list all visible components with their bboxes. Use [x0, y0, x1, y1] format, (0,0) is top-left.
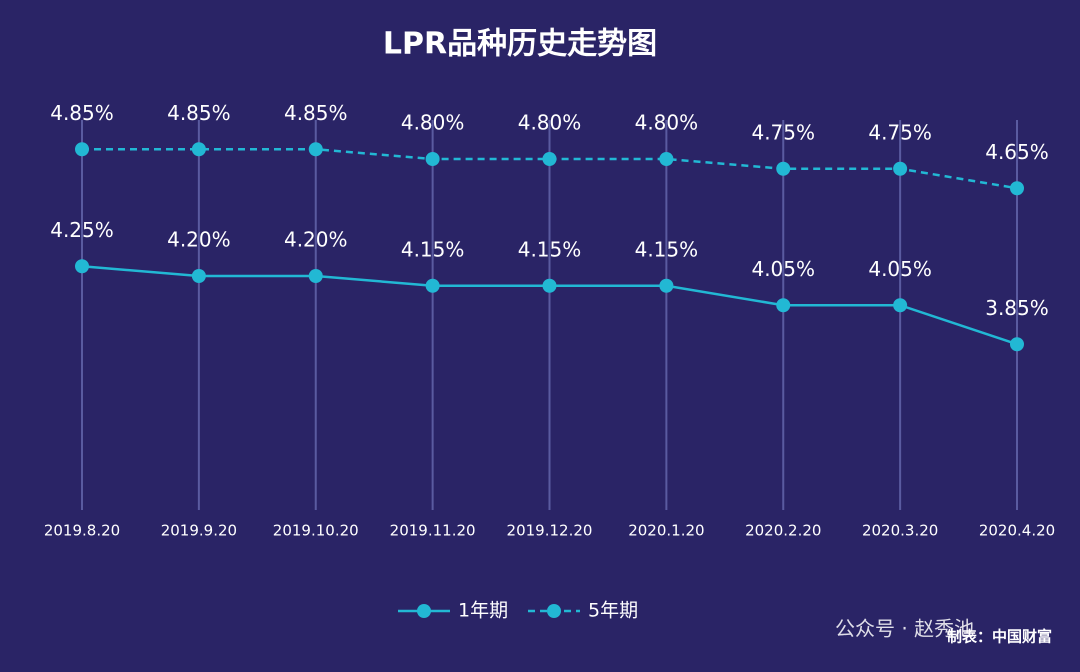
x-tick-label: 2020.2.20: [745, 522, 821, 540]
point: [1010, 337, 1024, 352]
point: [659, 152, 674, 166]
chart-title: LPR品种历史走势图: [383, 27, 657, 62]
value-label: 4.05%: [868, 257, 932, 281]
point: [542, 278, 557, 293]
legend-marker: [547, 604, 561, 618]
legend-label: 1年期: [458, 600, 508, 622]
point: [776, 298, 791, 313]
value-label: 4.80%: [401, 111, 465, 135]
point: [191, 142, 206, 157]
legend-label: 5年期: [588, 600, 638, 622]
x-tick-label: 2019.9.20: [161, 522, 237, 540]
value-label: 4.20%: [167, 228, 231, 252]
point: [308, 269, 323, 283]
value-label: 4.75%: [868, 120, 932, 144]
value-label: 4.80%: [518, 111, 582, 135]
source: 制表：中国财富: [947, 628, 1052, 646]
value-label: 4.85%: [284, 101, 348, 125]
x-tick-label: 2019.11.20: [390, 522, 476, 540]
point: [425, 278, 440, 293]
watermark: 公众号 · 赵秀池: [835, 617, 974, 641]
point: [308, 142, 323, 157]
value-label: 4.85%: [167, 101, 231, 125]
value-label: 4.65%: [985, 140, 1049, 164]
point: [776, 161, 791, 176]
value-label: 4.20%: [284, 228, 348, 252]
value-label: 4.85%: [50, 101, 114, 125]
value-label: 4.15%: [635, 237, 699, 261]
x-tick-label: 2020.3.20: [862, 522, 938, 540]
value-label: 4.75%: [751, 120, 815, 144]
point: [542, 152, 557, 166]
value-label: 3.85%: [985, 296, 1049, 320]
point: [893, 298, 908, 313]
x-tick-label: 2020.1.20: [628, 522, 704, 540]
value-label: 4.25%: [50, 218, 114, 242]
point: [75, 259, 89, 274]
point: [191, 269, 206, 283]
point: [1010, 181, 1024, 196]
value-label: 4.15%: [518, 237, 582, 261]
point: [659, 278, 674, 293]
value-label: 4.80%: [635, 111, 699, 135]
point: [425, 152, 440, 166]
value-label: 4.05%: [751, 257, 815, 281]
legend-marker: [417, 604, 431, 618]
x-tick-label: 2019.12.20: [507, 522, 593, 540]
x-tick-label: 2020.4.20: [979, 522, 1055, 540]
value-label: 4.15%: [401, 237, 465, 261]
x-tick-label: 2019.10.20: [273, 522, 359, 540]
point: [893, 161, 908, 176]
x-tick-label: 2019.8.20: [44, 522, 120, 540]
point: [75, 142, 89, 157]
